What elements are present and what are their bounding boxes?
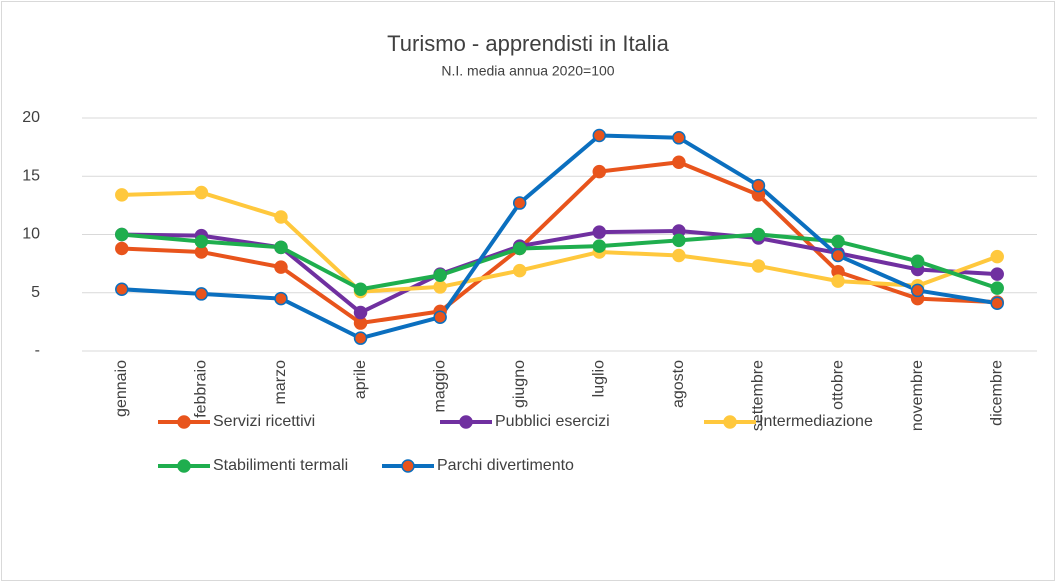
marker (194, 185, 209, 200)
marker (115, 227, 129, 242)
x-tick-label: novembre (909, 360, 926, 431)
marker (274, 260, 288, 274)
legend-label: Pubblici esercizi (495, 413, 610, 430)
x-tick-label: agosto (670, 360, 687, 408)
marker (194, 234, 209, 249)
legend-label: Intermediazione (759, 413, 873, 430)
legend-label: Servizi ricettivi (213, 413, 315, 430)
legend-marker (177, 459, 191, 473)
marker (115, 282, 129, 297)
legend-label: Parchi divertimento (437, 457, 574, 474)
marker (831, 234, 845, 249)
y-tick-label: 5 (31, 284, 40, 301)
x-tick-label: ottobre (829, 360, 846, 410)
marker (751, 227, 766, 242)
y-tick-label: - (35, 342, 40, 359)
marker (433, 280, 447, 294)
marker (433, 268, 447, 283)
legend-label: Stabilimenti termali (213, 457, 348, 474)
x-tick-label: gennaio (113, 360, 130, 417)
series-line (121, 190, 998, 294)
marker (512, 241, 527, 256)
marker (990, 296, 1004, 310)
marker (115, 241, 129, 256)
marker (592, 164, 607, 179)
marker (672, 233, 686, 248)
legend-marker (177, 415, 191, 429)
x-tick-label: settembre (750, 360, 767, 431)
legend-marker (459, 415, 473, 429)
legend-marker (723, 415, 737, 429)
marker (115, 188, 129, 202)
marker (990, 249, 1004, 264)
marker (433, 310, 447, 324)
x-tick-label: maggio (431, 360, 448, 413)
y-tick-label: 10 (22, 226, 40, 243)
marker (194, 287, 209, 301)
x-tick-label: febbraio (193, 360, 210, 418)
legend-marker (401, 459, 415, 473)
marker (910, 254, 925, 269)
marker (592, 225, 607, 239)
marker (274, 291, 288, 306)
marker (512, 196, 527, 210)
marker (592, 128, 607, 143)
marker (274, 210, 288, 224)
x-tick-label: giugno (511, 360, 528, 408)
chart-subtitle: N.I. media annua 2020=100 (441, 63, 614, 79)
x-tick-label: luglio (591, 360, 608, 397)
marker (353, 331, 368, 345)
marker (831, 274, 845, 288)
marker (353, 282, 368, 297)
x-tick-label: aprile (352, 360, 369, 399)
marker (672, 248, 686, 263)
x-tick-label: dicembre (988, 360, 1005, 426)
series-line (121, 232, 998, 292)
marker (274, 240, 288, 255)
series-line (121, 160, 998, 326)
marker (910, 283, 925, 298)
marker (592, 239, 607, 253)
marker (751, 259, 766, 273)
chart-title: Turismo - apprendisti in Italia (387, 31, 669, 56)
marker (353, 305, 368, 320)
series-line (121, 133, 998, 341)
marker (990, 281, 1004, 295)
y-tick-label: 15 (22, 167, 40, 184)
marker (751, 178, 766, 193)
marker (831, 248, 845, 263)
marker (672, 131, 686, 145)
marker (512, 263, 527, 278)
marker (990, 267, 1004, 281)
marker (672, 155, 686, 170)
y-tick-label: 20 (22, 109, 40, 126)
x-tick-label: marzo (272, 360, 289, 405)
